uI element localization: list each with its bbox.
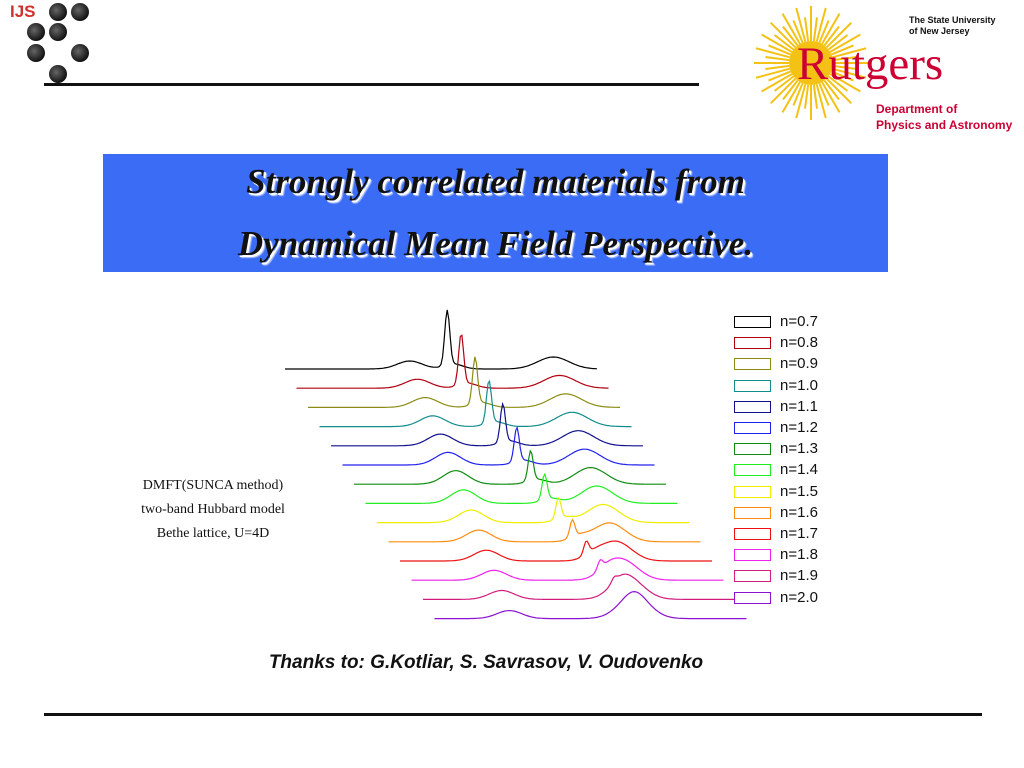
spectral-curve-n-1-2 — [342, 425, 655, 466]
legend-label-n-1-7: n=1.7 — [780, 525, 818, 542]
legend-swatch-n-0-7 — [734, 316, 771, 328]
legend-swatch-n-0-8 — [734, 337, 771, 350]
model-note: two-band Hubbard model — [141, 502, 285, 517]
legend-label-n-1-1: n=1.1 — [780, 397, 818, 415]
legend-label-n-1-4: n=1.4 — [780, 461, 818, 479]
rutgers-logo-text: Rutgers — [797, 38, 944, 90]
legend-swatch-n-1-7 — [734, 528, 771, 540]
spectral-curve-n-2-0 — [434, 590, 747, 620]
spectral-curve-n-1-7 — [400, 540, 712, 562]
department-line-2: Physics and Astronomy — [876, 118, 1013, 132]
legend-label-n-1-2: n=1.2 — [780, 419, 818, 436]
legend-label-n-1-3: n=1.3 — [780, 440, 818, 458]
legend-swatch-n-1-8 — [734, 549, 771, 562]
spectral-curve-n-1-3 — [354, 449, 666, 485]
legend-swatch-n-0-9 — [734, 358, 771, 371]
legend-label-n-0-8: n=0.8 — [780, 334, 818, 352]
method-note: DMFT(SUNCA method) — [142, 478, 284, 493]
legend-swatch-n-1-1 — [734, 400, 771, 413]
title-banner: Strongly correlated materials from Dynam… — [103, 154, 888, 272]
top-divider — [44, 83, 699, 86]
legend-swatch-n-1-3 — [734, 443, 771, 456]
spectral-curve-n-1-8 — [411, 557, 724, 581]
legend-label-n-2-0: n=2.0 — [780, 588, 818, 606]
spectral-curve-n-0-8 — [296, 334, 609, 389]
spectral-curve-n-1-1 — [331, 401, 643, 447]
legend-label-n-1-9: n=1.9 — [780, 567, 818, 585]
legend-label-n-1-8: n=1.8 — [780, 546, 818, 564]
spectral-curve-n-1-0 — [319, 379, 632, 428]
rutgers-state-text: The State University — [909, 15, 996, 25]
legend-label-n-1-5: n=1.5 — [780, 482, 818, 500]
lattice-note: Bethe lattice, U=4D — [156, 526, 270, 541]
spectral-curve-n-1-5 — [377, 496, 689, 524]
legend-label-n-1-6: n=1.6 — [780, 503, 818, 521]
department-line-1: Department of — [876, 102, 958, 116]
rutgers-sun-graphic — [752, 4, 870, 122]
ijs-dots-graphic — [27, 3, 89, 83]
spectral-curve-n-0-9 — [308, 356, 620, 408]
legend-swatch-n-1-9 — [734, 570, 771, 583]
spectral-curve-n-1-4 — [365, 472, 678, 504]
title-line-1: Strongly correlated materials from — [246, 162, 745, 201]
acknowledgement-text: Thanks to: G.Kotliar, S. Savrasov, V. Ou… — [268, 652, 704, 673]
legend-swatch-n-1-0 — [734, 379, 771, 392]
legend-label-n-1-0: n=1.0 — [780, 376, 818, 394]
ijs-logo — [0, 0, 100, 90]
legend-swatch-n-1-2 — [734, 422, 771, 434]
rutgers-state-text-2: of New Jersey — [909, 26, 970, 36]
legend-swatch-n-1-4 — [734, 464, 771, 477]
legend-swatch-n-1-6 — [734, 506, 771, 519]
spectral-curve-n-0-7 — [285, 309, 598, 370]
spectral-curve-n-1-6 — [388, 518, 701, 543]
title-line-2: Dynamical Mean Field Perspective. — [237, 224, 754, 263]
legend-swatch-n-2-0 — [734, 591, 771, 604]
legend-label-n-0-9: n=0.9 — [780, 355, 818, 373]
legend-label-n-0-7: n=0.7 — [780, 313, 818, 330]
ijs-logo-text: IJS — [10, 2, 36, 21]
spectral-curve-n-1-9 — [423, 573, 735, 600]
bottom-divider — [44, 713, 982, 716]
legend-swatch-n-1-5 — [734, 485, 771, 498]
